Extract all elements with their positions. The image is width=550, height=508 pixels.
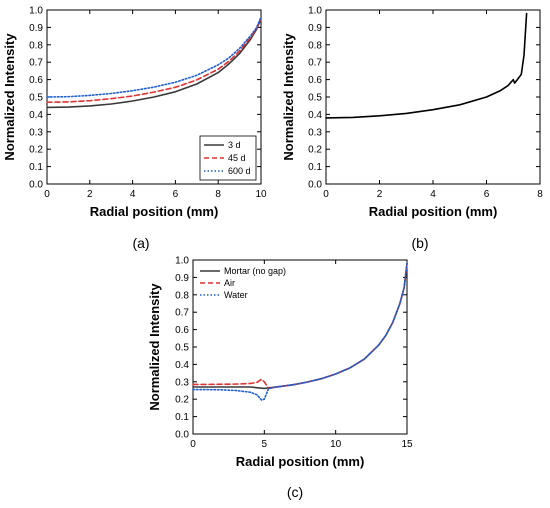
x-tick-label: 8 [537, 189, 543, 200]
y-tick-label: 1.0 [175, 256, 189, 267]
legend-entry: 3 d [228, 140, 241, 150]
y-tick-label: 1.0 [308, 6, 322, 17]
panel-label: (a) [132, 235, 149, 251]
y-tick-label: 0.6 [29, 75, 43, 86]
y-tick-label: 0.6 [175, 325, 189, 336]
x-tick-label: 8 [215, 189, 221, 200]
y-tick-label: 0.8 [308, 40, 322, 51]
x-tick-label: 2 [87, 189, 93, 200]
series-line-3-d [46, 17, 262, 109]
y-tick-label: 0.2 [308, 145, 322, 156]
y-tick-label: 0.3 [308, 127, 322, 138]
x-tick-label: 0 [190, 439, 196, 450]
y-tick-label: 0.0 [175, 430, 189, 441]
y-tick-label: 0.8 [29, 40, 43, 51]
y-tick-label: 1.0 [29, 6, 43, 17]
y-tick-label: 0.1 [308, 162, 322, 173]
y-tick-label: 0.7 [29, 58, 43, 69]
legend-entry: 45 d [228, 153, 246, 163]
x-axis-label: Radial position (mm) [369, 204, 498, 219]
x-tick-label: 0 [323, 189, 329, 200]
series-line-45-d [46, 17, 262, 103]
chart-panel-1: 0.0 0.1 0.2 0.3 0.4 0.5 0.6 0.7 0.8 0.9 1.0 0 2 4 6 8 10… [2, 6, 267, 252]
y-tick-label: 0.8 [175, 290, 189, 301]
y-tick-label: 0.4 [29, 110, 43, 121]
x-tick-label: 10 [330, 439, 342, 450]
chart-panel-3: 0.0 0.1 0.2 0.3 0.4 0.5 0.6 0.7 0.8 0.9 1.0 0 5 10 15 R… [147, 256, 413, 501]
legend-entry: Water [224, 290, 248, 300]
x-tick-label: 4 [430, 189, 436, 200]
x-tick-label: 4 [130, 189, 136, 200]
x-tick-label: 0 [44, 189, 50, 200]
y-tick-label: 0.1 [29, 162, 43, 173]
y-tick-label: 0.4 [308, 110, 322, 121]
x-axis-label: Radial position (mm) [90, 204, 219, 219]
y-tick-label: 0.1 [175, 412, 189, 423]
x-tick-label: 15 [401, 439, 413, 450]
y-tick-label: 0.5 [29, 93, 43, 104]
series-line-air [192, 262, 408, 390]
y-tick-label: 0.9 [175, 273, 189, 284]
series-line-water [192, 262, 408, 401]
y-tick-label: 0.2 [175, 395, 189, 406]
y-tick-label: 0.4 [175, 360, 189, 371]
legend-entry: Air [224, 278, 235, 288]
y-tick-label: 0.5 [308, 93, 322, 104]
legend-entry: 600 d [228, 166, 251, 176]
y-tick-label: 0.3 [29, 127, 43, 138]
y-tick-label: 0.0 [29, 180, 43, 191]
series-line-600-d [46, 16, 262, 98]
x-tick-label: 2 [377, 189, 383, 200]
x-tick-label: 6 [484, 189, 490, 200]
chart-panel-2: 0.0 0.1 0.2 0.3 0.4 0.5 0.6 0.7 0.8 0.9 1.0 0 2 4 6 8 Ra… [281, 6, 543, 252]
plot-frame [325, 9, 541, 185]
y-tick-label: 0.7 [175, 308, 189, 319]
x-axis-label: Radial position (mm) [236, 454, 365, 469]
y-tick-label: 0.2 [29, 145, 43, 156]
y-axis-label: Normalized Intensity [2, 33, 17, 161]
legend-box [199, 135, 257, 181]
y-tick-label: 0.5 [175, 343, 189, 354]
x-tick-label: 6 [173, 189, 179, 200]
x-tick-label: 10 [255, 189, 267, 200]
panel-label: (c) [287, 484, 303, 500]
legend-entry: Mortar (no gap) [224, 266, 286, 276]
x-tick-label: 5 [262, 439, 268, 450]
series-line-0 [325, 12, 528, 119]
y-axis-label: Normalized Intensity [281, 33, 296, 161]
y-tick-label: 0.3 [175, 377, 189, 388]
y-tick-label: 0.6 [308, 75, 322, 86]
y-tick-label: 0.0 [308, 180, 322, 191]
panel-label: (b) [411, 235, 428, 251]
y-tick-label: 0.7 [308, 58, 322, 69]
y-tick-label: 0.9 [29, 23, 43, 34]
y-axis-label: Normalized Intensity [147, 283, 162, 411]
y-tick-label: 0.9 [308, 23, 322, 34]
